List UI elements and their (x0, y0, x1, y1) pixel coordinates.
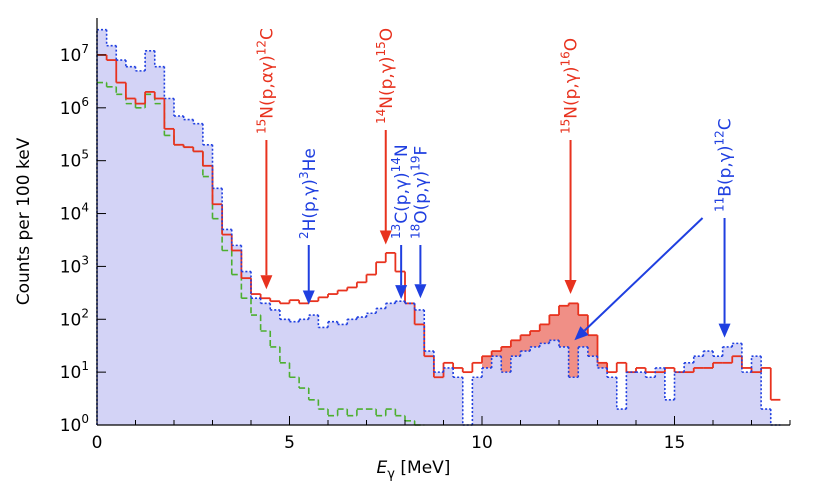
label-text: C (716, 118, 736, 130)
tick-base: 10 (60, 205, 82, 225)
x-tick-label: 10 (471, 433, 493, 453)
arrow-head (260, 275, 273, 290)
label-superscript: 18 (408, 224, 422, 239)
label-superscript: 2 (297, 231, 311, 239)
label-superscript: 15 (254, 119, 268, 134)
annotation-label: 15N(p,αγ)12C (254, 28, 277, 134)
label-text: N (392, 144, 412, 157)
label-text: H(p,γ) (300, 179, 320, 231)
tick-exponent: 7 (81, 42, 89, 56)
y-tick-label: 102 (60, 306, 89, 330)
y-axis-label: Counts per 100 keV (14, 137, 34, 305)
tick-exponent: 2 (81, 306, 89, 320)
tick-base: 10 (60, 257, 82, 277)
x-tick-label: 0 (92, 433, 103, 453)
x-tick-label: 15 (664, 433, 686, 453)
tick-base: 10 (60, 416, 82, 436)
arrow-head (302, 290, 315, 305)
area-fill (97, 29, 781, 426)
label-superscript: 14 (389, 157, 403, 172)
annotation-label: 13C(p,γ)14N (389, 144, 412, 239)
x-tick-label: 5 (284, 433, 295, 453)
arrow-head (718, 323, 731, 338)
label-superscript: 3 (297, 171, 311, 179)
annotation-label: 11B(p,γ)12C (713, 118, 736, 212)
y-tick-label: 104 (60, 201, 89, 225)
y-tick-label: 101 (60, 359, 89, 383)
arrow-head (414, 284, 427, 299)
tick-base: 10 (60, 46, 82, 66)
tick-base: 10 (60, 310, 82, 330)
tick-base: 10 (60, 363, 82, 383)
annotation-label: 14N(p,γ)15O (374, 28, 397, 124)
annotation-label: 2H(p,γ)3He (297, 148, 320, 239)
label-text: C(p,γ) (392, 172, 412, 223)
tick-exponent: 3 (81, 253, 89, 267)
label-superscript: 15 (559, 119, 573, 134)
label-text: N(p,γ) (562, 66, 582, 118)
label-text: O(p,γ) (411, 171, 431, 224)
label-superscript: 12 (713, 130, 727, 145)
x-label-unit: [MeV] (395, 458, 450, 478)
arrow-head (395, 285, 408, 300)
label-superscript: 13 (389, 224, 403, 239)
label-text: N(p,γ) (377, 56, 397, 108)
label-superscript: 12 (254, 40, 268, 55)
label-superscript: 14 (374, 109, 388, 124)
tick-base: 10 (60, 99, 82, 119)
x-axis-label: Eγ [MeV] (377, 458, 451, 482)
label-superscript: 16 (559, 51, 573, 66)
label-text: O (562, 38, 582, 51)
arrow-head (574, 326, 589, 341)
tick-base: 10 (60, 152, 82, 172)
x-label-subscript: γ (387, 467, 395, 482)
label-superscript: 19 (408, 156, 422, 171)
label-text: N(p,αγ) (257, 55, 277, 118)
label-text: O (377, 28, 397, 41)
y-tick-label: 106 (60, 95, 89, 119)
tick-exponent: 1 (81, 359, 89, 373)
tick-exponent: 5 (81, 148, 89, 162)
tick-exponent: 6 (81, 95, 89, 109)
label-text: F (411, 146, 431, 156)
x-label-symbol: E (377, 458, 388, 478)
y-tick-label: 105 (60, 148, 89, 172)
y-tick-label: 103 (60, 253, 89, 277)
y-tick-label: 107 (60, 42, 89, 66)
label-superscript: 15 (374, 41, 388, 56)
label-text: C (257, 28, 277, 40)
label-text: He (300, 148, 320, 171)
arrow-head (564, 280, 577, 295)
label-text: B(p,γ) (716, 146, 736, 197)
annotation-label: 15N(p,γ)16O (559, 38, 582, 134)
tick-exponent: 4 (81, 201, 89, 215)
y-tick-label: 100 (60, 412, 89, 436)
arrow-head (379, 230, 392, 245)
label-superscript: 11 (713, 197, 727, 212)
tick-exponent: 0 (81, 412, 89, 426)
annotation-label: 18O(p,γ)19F (408, 146, 431, 239)
annotation-arrow (583, 217, 704, 332)
